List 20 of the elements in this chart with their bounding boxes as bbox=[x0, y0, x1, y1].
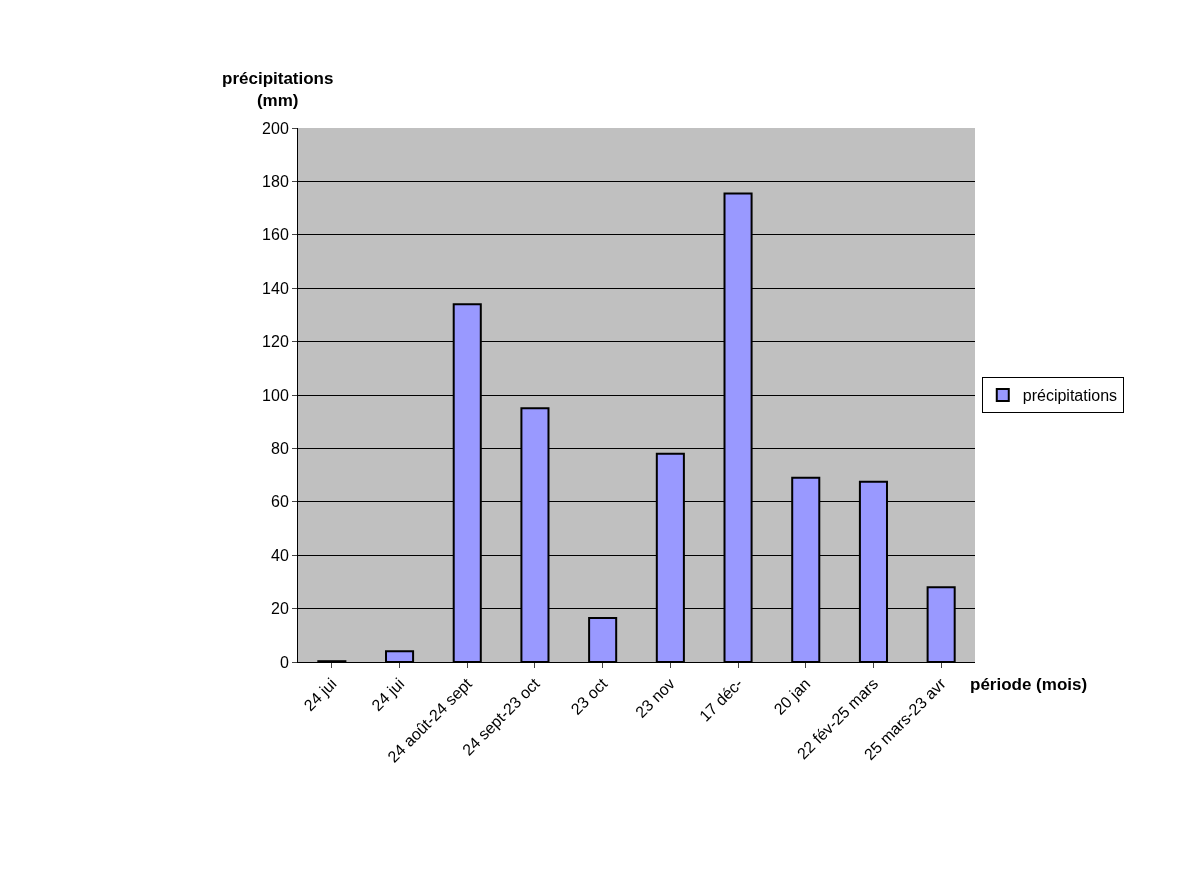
y-tick-label: 120 bbox=[262, 333, 289, 351]
y-tick-label: 40 bbox=[271, 546, 289, 564]
y-tick-label: 60 bbox=[271, 493, 289, 511]
x-axis-title: période (mois) bbox=[970, 675, 1088, 694]
y-tick-label: 200 bbox=[262, 119, 289, 137]
x-tick-label: 20 jan bbox=[770, 674, 814, 718]
y-axis-title: précipitations (mm) bbox=[222, 69, 334, 111]
y-tick-label: 140 bbox=[262, 279, 289, 297]
y-tick-label: 80 bbox=[271, 440, 289, 457]
legend-label: précipitations bbox=[1022, 387, 1118, 405]
x-tick-label: 24 jui bbox=[300, 674, 340, 715]
x-tick-label: 23 nov bbox=[632, 674, 679, 721]
y-tick-label: 100 bbox=[262, 386, 289, 404]
y-tick-label: 160 bbox=[262, 226, 289, 244]
x-tick-label: 23 oct bbox=[567, 674, 611, 718]
y-tick-label: 0 bbox=[279, 653, 289, 671]
x-tick-label: 17 déc- bbox=[696, 674, 746, 725]
y-tick-label: 180 bbox=[262, 173, 289, 190]
x-tick-label: 24 jui bbox=[368, 674, 408, 715]
y-tick-label: 20 bbox=[271, 600, 289, 618]
